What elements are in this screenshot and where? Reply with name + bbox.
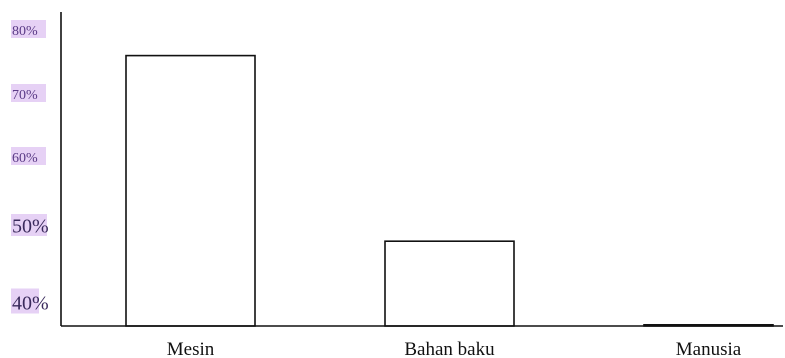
x-category-label: Bahan baku [404,339,495,358]
y-tick-80: 80% [11,20,46,39]
y-tick-highlight [11,84,46,102]
y-tick-40: 40% [11,288,49,314]
x-axis-labels: Mesin Bahan baku Manusia [167,339,742,358]
y-tick-60: 60% [11,147,46,166]
y-tick-highlight [11,20,46,38]
bar-bahan-baku [384,240,515,327]
y-tick-50: 50% [11,214,49,237]
y-tick-highlight [11,288,39,314]
y-tick-highlight [11,214,47,236]
y-tick-70: 70% [11,84,46,103]
y-tick-label: 80% [12,24,38,39]
y-tick-label: 70% [12,88,38,103]
bar-mesin [125,54,256,327]
bars-group [125,54,774,327]
y-tick-label: 50% [12,215,49,237]
y-tick-highlight [11,147,46,165]
y-tick-label: 60% [12,151,38,166]
y-axis-ticks: 80% 70% 60% 50% 40% [11,20,49,314]
x-category-label: Manusia [676,339,742,358]
x-category-label: Mesin [167,339,215,358]
y-tick-label: 40% [12,292,49,314]
